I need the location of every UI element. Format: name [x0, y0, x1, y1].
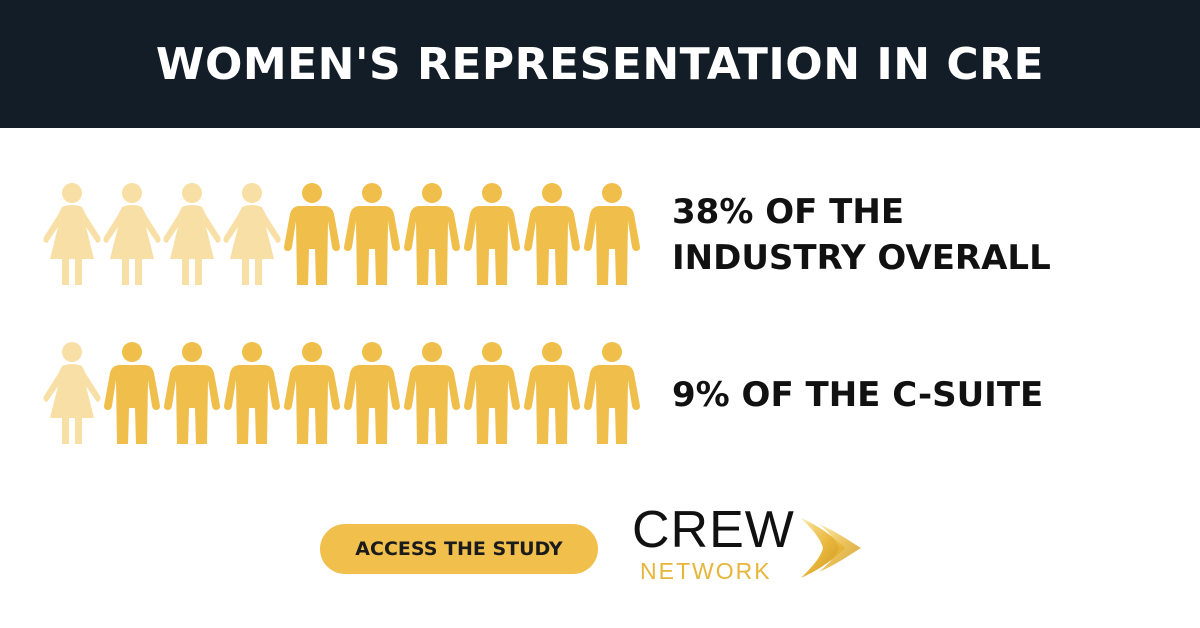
- pictograph-c-suite: [42, 342, 642, 447]
- woman-icon: [223, 183, 281, 285]
- access-study-button[interactable]: ACCESS THE STUDY: [320, 524, 598, 574]
- man-icon: [584, 183, 640, 285]
- woman-icon: [43, 342, 101, 444]
- logo-crew-text: CREW: [632, 501, 795, 559]
- man-icon: [344, 342, 400, 444]
- chevron-logo-icon: [801, 518, 861, 578]
- woman-icon: [103, 183, 161, 285]
- crew-network-logo[interactable]: CREW NETWORK: [632, 502, 872, 594]
- man-icon: [464, 342, 520, 444]
- woman-icon: [43, 183, 101, 285]
- man-icon: [584, 342, 640, 444]
- man-icon: [404, 183, 460, 285]
- pictograph-industry: [42, 183, 642, 288]
- man-icon: [224, 342, 280, 444]
- man-icon: [164, 342, 220, 444]
- man-icon: [524, 183, 580, 285]
- man-icon: [464, 183, 520, 285]
- man-icon: [284, 183, 340, 285]
- man-icon: [404, 342, 460, 444]
- man-icon: [344, 183, 400, 285]
- man-icon: [524, 342, 580, 444]
- stat-label-c-suite: 9% OF THE C-SUITE: [672, 375, 1044, 415]
- page-title: WOMEN'S REPRESENTATION IN CRE: [155, 38, 1045, 90]
- man-icon: [284, 342, 340, 444]
- man-icon: [104, 342, 160, 444]
- header-banner: WOMEN'S REPRESENTATION IN CRE: [0, 0, 1200, 128]
- woman-icon: [163, 183, 221, 285]
- stat-label-industry: 38% OF THE INDUSTRY OVERALL: [672, 192, 1051, 278]
- logo-network-text: NETWORK: [640, 558, 772, 584]
